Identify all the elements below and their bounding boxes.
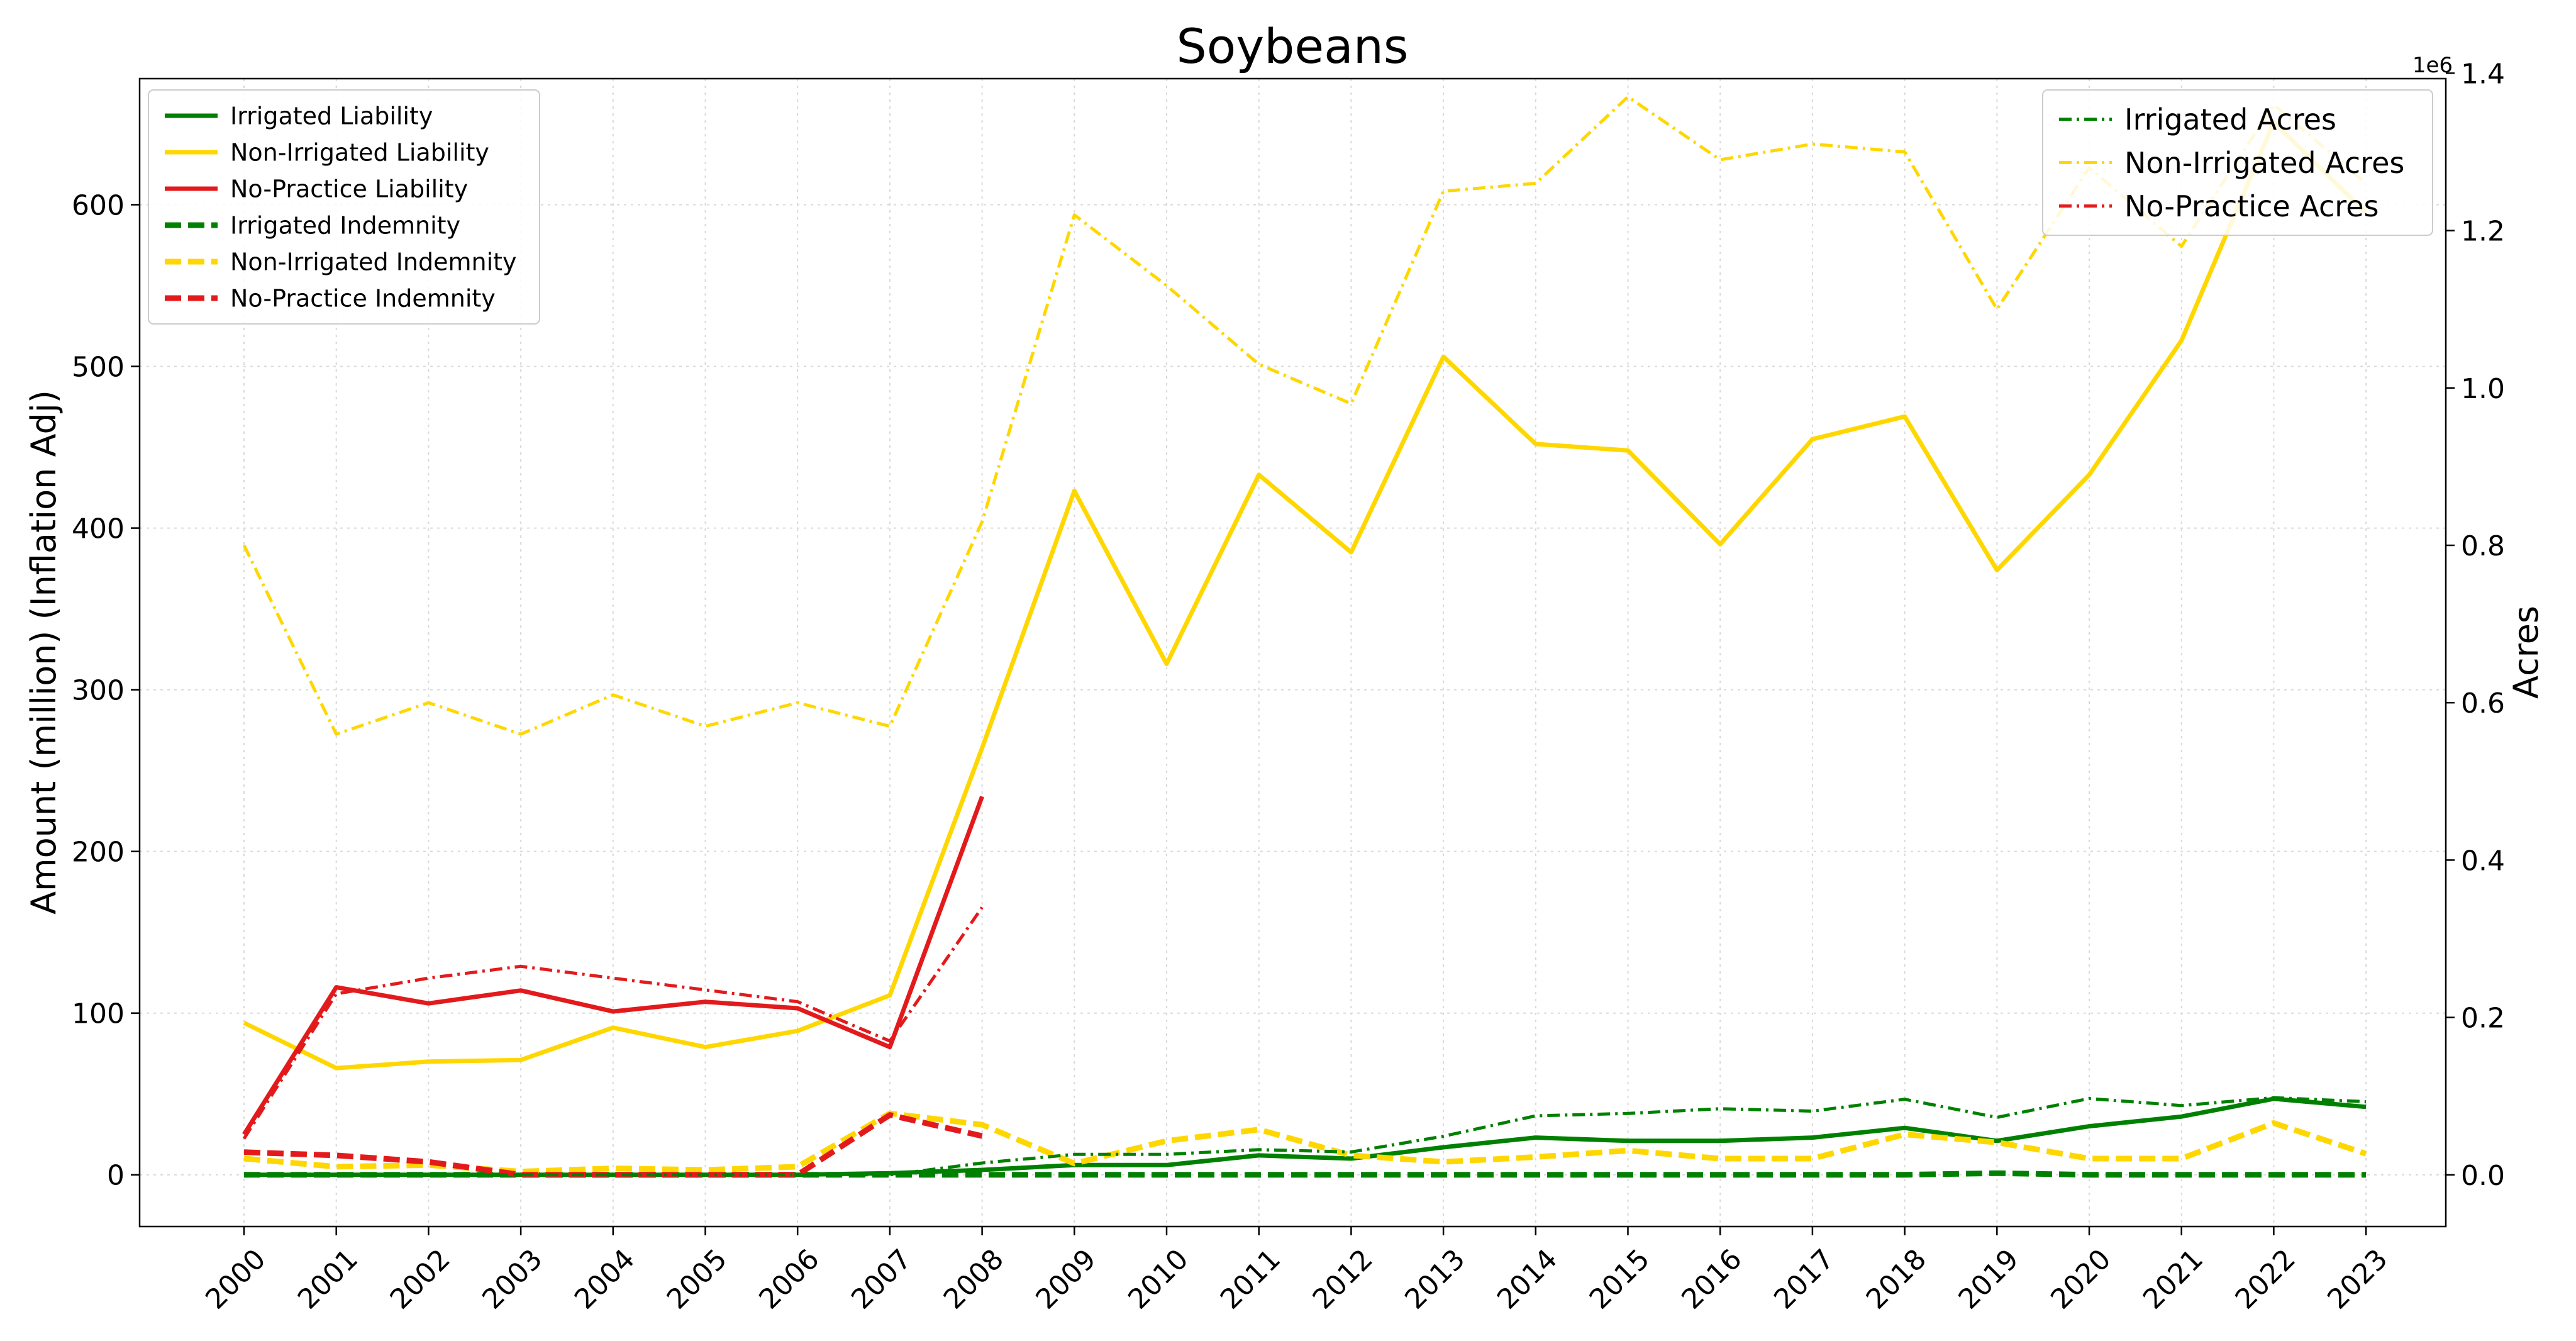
x-tick-label: 2000 xyxy=(199,1243,272,1315)
x-tick-label: 2007 xyxy=(845,1243,918,1315)
series-line-no-practice-liability xyxy=(242,796,984,1136)
chart-title: Soybeans xyxy=(1176,18,1408,74)
y2-tick-label: 0.8 xyxy=(2461,530,2505,562)
x-tick-label: 2012 xyxy=(1307,1243,1379,1315)
x-tick-label: 2023 xyxy=(2321,1243,2394,1315)
x-tick-label: 2003 xyxy=(476,1243,548,1315)
y2-axis-label: Acres xyxy=(2506,606,2546,699)
y2-tick-label: 1.2 xyxy=(2461,216,2505,248)
y2-tick-label: 0.4 xyxy=(2461,845,2505,877)
x-tick-label: 2022 xyxy=(2229,1243,2302,1315)
plot-frame xyxy=(138,77,2447,1228)
x-tick-label: 2002 xyxy=(384,1243,457,1315)
legend-label: Non-Irrigated Indemnity xyxy=(230,248,517,276)
y2-tick-label: 1.0 xyxy=(2461,373,2505,405)
y-tick-label: 200 xyxy=(72,837,125,869)
y2-tick-label: 0.6 xyxy=(2461,687,2505,720)
y2-tick-label: 0.0 xyxy=(2461,1160,2505,1192)
series-line-no-practice-indemnity xyxy=(243,1112,983,1178)
series-line-non-irrigated-acres xyxy=(242,95,2367,736)
legend-right: Irrigated Acres Non-Irrigated Acres No-Pra… xyxy=(2042,89,2433,236)
series-layer xyxy=(242,95,2368,1178)
y-axis-left: 0 100 200 300 400 500 600 xyxy=(72,189,140,1192)
y-tick-label: 300 xyxy=(72,675,125,707)
series-line-non-irrigated-indemnity xyxy=(243,1110,2367,1175)
legend-label: Non-Irrigated Acres xyxy=(2124,146,2404,180)
legend-label: Irrigated Acres xyxy=(2124,103,2336,136)
legend-label: No-Practice Acres xyxy=(2124,189,2379,223)
y-axis-label: Amount (million) (Inflation Adj) xyxy=(24,390,64,915)
y-tick-label: 500 xyxy=(72,352,125,384)
x-tick-label: 2010 xyxy=(1122,1243,1194,1315)
x-tick-label: 2005 xyxy=(661,1243,733,1315)
series-line-irrigated-liability xyxy=(244,1096,2367,1177)
legend-label: No-Practice Indemnity xyxy=(230,285,496,313)
series-line-irrigated-acres xyxy=(244,1096,2367,1177)
x-tick-label: 2009 xyxy=(1030,1243,1102,1315)
x-tick-label: 2006 xyxy=(753,1243,825,1315)
y2-tick-label: 1.4 xyxy=(2461,58,2505,90)
series-line-no-practice-acres xyxy=(242,906,984,1140)
x-tick-label: 2011 xyxy=(1214,1243,1287,1315)
y-tick-label: 0 xyxy=(107,1160,125,1192)
y-tick-label: 400 xyxy=(72,513,125,545)
x-tick-label: 2021 xyxy=(2137,1243,2209,1315)
legend-left: Irrigated Liability Non-Irrigated Liabili… xyxy=(148,89,540,325)
x-tick-label: 2015 xyxy=(1584,1243,1656,1315)
x-tick-label: 2013 xyxy=(1399,1243,1471,1315)
legend-label: Non-Irrigated Liability xyxy=(230,139,489,167)
x-tick-label: 2001 xyxy=(292,1243,364,1315)
grid-layer xyxy=(140,79,2446,1227)
series-line-non-irrigated-liability xyxy=(243,120,2368,1071)
x-tick-label: 2020 xyxy=(2045,1243,2117,1315)
x-tick-label: 2017 xyxy=(1768,1243,1840,1315)
legend-label: Irrigated Indemnity xyxy=(230,212,460,240)
x-tick-label: 2018 xyxy=(1860,1243,1933,1315)
y-tick-label: 100 xyxy=(72,998,125,1030)
y2-tick-label: 0.2 xyxy=(2461,1003,2505,1035)
legend-box xyxy=(148,89,540,325)
y2-axis-multiplier: 1e6 xyxy=(2412,53,2453,78)
series-line-irrigated-indemnity xyxy=(244,1170,2367,1178)
legend-box xyxy=(2042,89,2433,236)
x-tick-label: 2014 xyxy=(1491,1243,1563,1315)
legend-label: Irrigated Liability xyxy=(230,103,433,130)
x-tick-label: 2004 xyxy=(569,1243,641,1315)
x-axis: 2000 2001 2002 2003 2004 2005 2006 2007 2008 2009… xyxy=(199,1227,2394,1316)
legend-label: No-Practice Liability xyxy=(230,175,468,203)
y-tick-label: 600 xyxy=(72,189,125,221)
y-axis-right: 0.0 0.2 0.4 0.6 0.8 1.0 1.2 1.4 xyxy=(2446,58,2505,1192)
x-tick-label: 2008 xyxy=(938,1243,1010,1315)
x-tick-label: 2016 xyxy=(1675,1243,1748,1315)
x-tick-label: 2019 xyxy=(1952,1243,2024,1315)
